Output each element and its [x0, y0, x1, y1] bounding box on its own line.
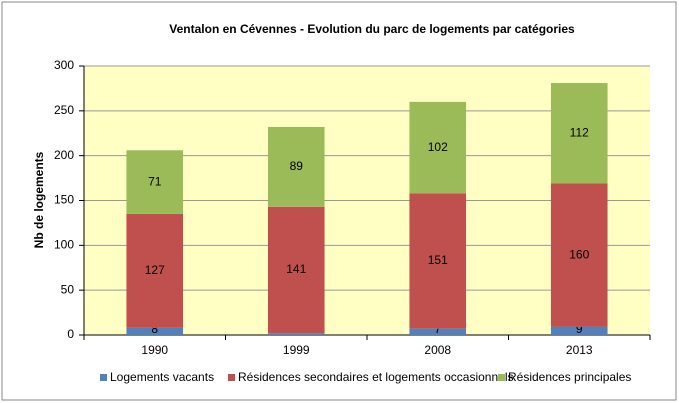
bar-segment [550, 326, 608, 335]
data-label: 102 [428, 140, 448, 154]
legend-swatch [498, 374, 505, 381]
y-tick-label: 250 [54, 103, 74, 117]
y-tick-label: 50 [61, 282, 75, 296]
x-tick-label: 2013 [566, 343, 593, 357]
legend-swatch [100, 374, 107, 381]
y-axis-label: Nb de logements [32, 151, 46, 248]
data-label: 160 [569, 247, 589, 261]
data-label: 7 [434, 322, 441, 336]
data-label: 8 [151, 322, 158, 336]
bar-segment [409, 328, 467, 335]
legend-label: Résidences secondaires et logements occa… [238, 370, 514, 384]
legend-label: Logements vacants [110, 370, 214, 384]
y-tick-label: 150 [54, 193, 74, 207]
data-label: 9 [576, 322, 583, 336]
bar-segment [126, 150, 184, 214]
data-label: 71 [148, 174, 162, 188]
y-tick-label: 100 [54, 238, 74, 252]
bar-segment [550, 83, 608, 184]
legend-label: Résidences principales [508, 370, 631, 384]
x-tick-label: 2008 [424, 343, 451, 357]
y-tick-label: 200 [54, 148, 74, 162]
y-tick-label: 0 [67, 327, 74, 341]
data-label: 89 [290, 159, 304, 173]
bar-segment [126, 327, 184, 335]
x-tick-label: 1999 [283, 343, 310, 357]
legend-swatch [228, 374, 235, 381]
y-tick-label: 300 [54, 58, 74, 72]
data-label: 112 [570, 125, 589, 139]
bar-segment [267, 333, 325, 335]
data-label: 127 [145, 263, 165, 277]
chart-title: Ventalon en Cévennes - Evolution du parc… [169, 22, 575, 36]
bar-segment [550, 183, 608, 327]
bar-segment [409, 101, 467, 194]
bar-segment [409, 193, 467, 329]
bar-segment [126, 213, 184, 328]
bar-segment [267, 206, 325, 334]
data-label: 141 [286, 262, 306, 276]
bar-segment [267, 126, 325, 207]
data-label: 151 [428, 253, 448, 267]
x-tick-label: 1990 [141, 343, 168, 357]
